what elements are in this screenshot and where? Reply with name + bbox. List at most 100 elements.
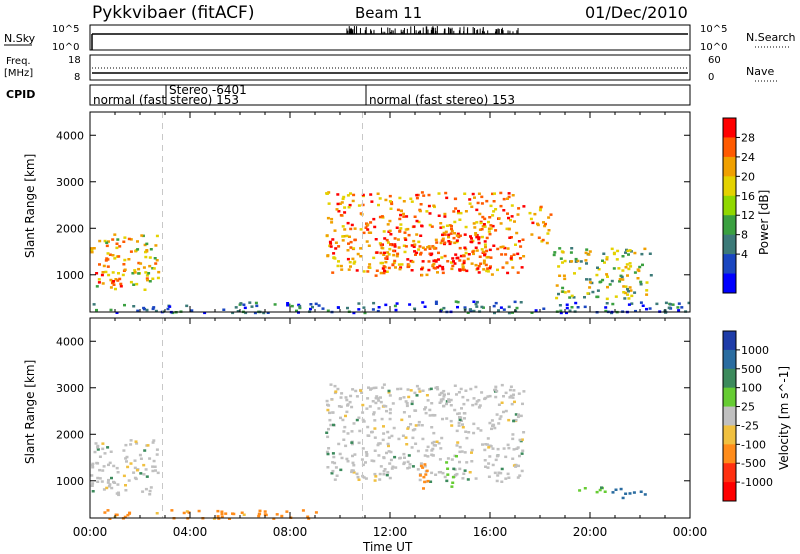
- echo-cell: [492, 244, 496, 247]
- power-echo-region-2: [325, 191, 526, 277]
- echo-cell: [111, 238, 115, 241]
- nsearch-label: N.Search: [746, 31, 796, 44]
- echo-cell: [519, 414, 523, 418]
- echo-cell: [344, 396, 348, 399]
- echo-cell: [442, 389, 446, 393]
- echo-cell: [547, 216, 551, 219]
- echo-cell: [152, 439, 156, 442]
- echo-cell: [341, 197, 345, 201]
- echo-cell: [440, 239, 444, 242]
- echo-cell: [579, 260, 583, 263]
- echo-cell: [464, 225, 468, 229]
- echo-cell: [585, 262, 588, 265]
- colorbar-tick-label: 500: [741, 363, 762, 376]
- echo-cell: [343, 206, 347, 209]
- echo-cell: [370, 387, 374, 390]
- power-echo-region-1: [95, 271, 123, 288]
- echo-cell: [471, 403, 475, 407]
- echo-cell: [475, 235, 479, 239]
- echo-cell: [254, 301, 258, 305]
- echo-cell: [463, 417, 466, 420]
- echo-cell: [464, 251, 468, 255]
- echo-cell: [459, 387, 463, 391]
- echo-cell: [591, 290, 595, 294]
- echo-cell: [359, 389, 363, 392]
- echo-cell: [514, 309, 518, 313]
- echo-cell: [413, 243, 417, 246]
- echo-cell: [155, 259, 159, 262]
- power-colorbar: 28 24 20 16 12 8 4 Power [dB]: [722, 117, 771, 294]
- echo-cell: [439, 400, 443, 403]
- echo-cell: [494, 208, 498, 211]
- echo-cell: [91, 490, 95, 493]
- echo-cell: [515, 306, 519, 310]
- echo-cell: [187, 511, 191, 514]
- echo-cell: [585, 278, 588, 281]
- colorbar-tick-label: 8: [741, 229, 748, 242]
- echo-cell: [239, 302, 243, 305]
- echo-cell: [495, 413, 499, 416]
- echo-cell: [257, 514, 261, 518]
- echo-cell: [477, 236, 481, 239]
- echo-cell: [497, 422, 501, 425]
- echo-cell: [351, 257, 355, 261]
- echo-cell: [455, 444, 459, 447]
- echo-cell: [507, 216, 510, 220]
- echo-cell: [477, 271, 481, 274]
- echo-cell: [446, 260, 450, 263]
- echo-cell: [511, 457, 515, 460]
- echo-cell: [403, 456, 406, 459]
- echo-cell: [384, 303, 388, 307]
- echo-cell: [258, 512, 262, 516]
- echo-cell: [605, 256, 609, 259]
- echo-cell: [447, 240, 451, 243]
- echo-cell: [355, 395, 359, 398]
- echo-cell: [488, 266, 492, 270]
- echo-cell: [231, 311, 235, 315]
- echo-cell: [620, 275, 624, 279]
- echo-cell: [394, 308, 398, 312]
- echo-cell: [134, 440, 138, 443]
- echo-cell: [420, 191, 424, 194]
- echo-cell: [141, 234, 145, 238]
- echo-cell: [155, 453, 159, 456]
- echo-cell: [639, 301, 643, 304]
- echo-cell: [482, 223, 486, 226]
- echo-cell: [326, 452, 330, 456]
- echo-cell: [425, 273, 429, 277]
- echo-cell: [329, 383, 333, 386]
- echo-cell: [442, 395, 446, 398]
- velocity-echo-region-5: [603, 487, 647, 500]
- echo-cell: [468, 202, 472, 205]
- echo-cell: [447, 235, 450, 239]
- echo-cell: [509, 394, 513, 398]
- echo-cell: [373, 436, 377, 439]
- echo-cell: [372, 301, 376, 305]
- echo-cell: [101, 271, 105, 274]
- echo-cell: [242, 513, 246, 516]
- echo-cell: [335, 474, 339, 477]
- freq-panel: Freq. [MHz] 18 8 60 0 Nave: [4, 54, 778, 83]
- echo-cell: [432, 440, 436, 444]
- echo-cell: [664, 311, 667, 314]
- echo-cell: [430, 441, 434, 445]
- echo-cell: [402, 212, 405, 216]
- echo-cell: [373, 419, 377, 422]
- echo-cell: [432, 431, 436, 435]
- echo-cell: [341, 418, 345, 422]
- echo-cell: [456, 305, 459, 309]
- echo-cell: [429, 387, 433, 391]
- echo-cell: [364, 461, 367, 464]
- echo-cell: [621, 278, 625, 281]
- echo-cell: [507, 227, 511, 231]
- echo-cell: [339, 264, 343, 268]
- echo-cell: [123, 236, 127, 239]
- echo-cell: [404, 400, 408, 403]
- echo-cell: [127, 258, 131, 261]
- echo-cell: [477, 399, 481, 402]
- echo-cell: [520, 266, 524, 269]
- echo-cell: [350, 405, 354, 409]
- echo-cell: [350, 442, 354, 446]
- echo-cell: [412, 225, 416, 228]
- echo-cell: [472, 431, 476, 435]
